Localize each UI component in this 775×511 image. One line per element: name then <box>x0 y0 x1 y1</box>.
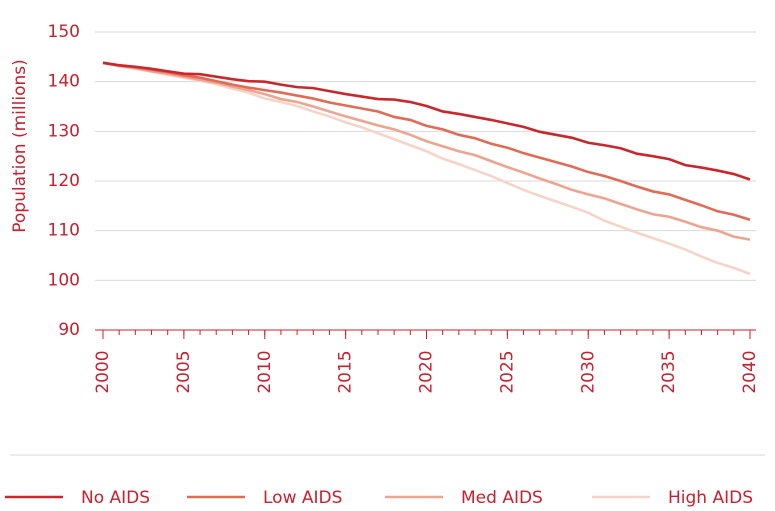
line-series <box>102 61 751 276</box>
x-tick-label: 2035 <box>659 350 679 393</box>
legend-label: No AIDS <box>81 488 150 508</box>
y-axis-label: Population (millions) <box>10 59 30 232</box>
x-tick-label: 2030 <box>578 350 598 393</box>
y-tick-label: 130 <box>48 121 80 141</box>
y-tick-label: 140 <box>48 72 80 92</box>
line-series <box>102 61 751 241</box>
x-tick-label: 2020 <box>417 350 437 393</box>
line-series <box>102 61 751 181</box>
legend-label: High AIDS <box>668 488 753 508</box>
x-tick-label: 2040 <box>740 350 760 393</box>
y-tick-label: 150 <box>48 22 80 42</box>
x-tick-label: 2005 <box>174 350 194 393</box>
legend-label: Low AIDS <box>263 488 342 508</box>
x-tick-label: 2000 <box>93 350 113 393</box>
x-tick-label: 2025 <box>497 350 517 393</box>
y-tick-label: 100 <box>48 270 80 290</box>
y-tick-label: 90 <box>58 320 80 340</box>
line-series <box>102 61 751 221</box>
legend-label: Med AIDS <box>461 488 543 508</box>
x-tick-label: 2010 <box>255 350 275 393</box>
y-tick-label: 110 <box>48 221 80 241</box>
y-tick-label: 120 <box>48 171 80 191</box>
x-tick-label: 2015 <box>336 350 356 393</box>
